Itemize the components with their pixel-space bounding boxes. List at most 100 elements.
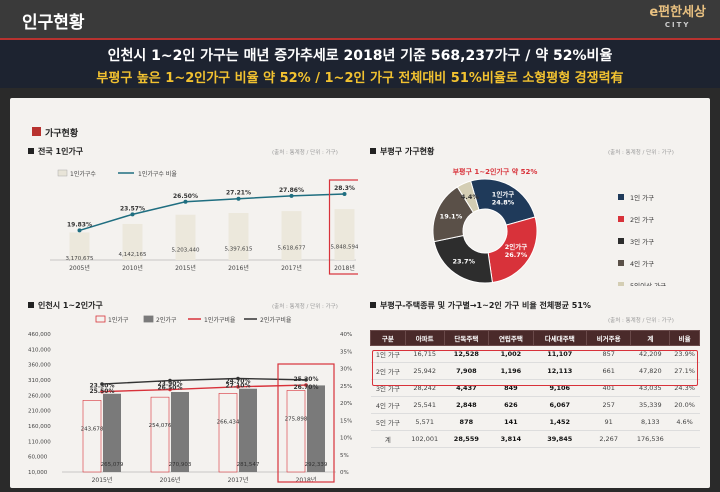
pie-chart-title: 부평구 가구현황 [370,146,434,157]
table-cell: 176,536 [630,430,670,448]
incheon-ratio-line [101,384,307,393]
national-ratio-point [289,193,294,198]
national-bar-label: 5,203,440 [172,247,200,253]
table-cell: 23.9% [669,345,700,363]
table-cell: 1인 가구 [370,345,406,363]
table-cell: 25,541 [405,396,445,414]
national-bar [228,213,249,260]
table-cell: 6,067 [533,396,587,414]
national-bar [175,214,196,260]
table-cell: 2,267 [586,430,631,448]
incheon-ratio-label: 23.30% [90,383,115,390]
national-bar [122,223,143,260]
incheon-ratio-point [236,376,240,381]
incheon-ratio-point [236,384,240,389]
table-cell: 12,528 [444,345,489,363]
incheon-bar-1person [218,393,238,473]
incheon-x-tick: 2017년 [228,476,249,484]
national-chart: 1인가구수 1인가구수 비율 3,170,675 2005년 4,142,165 2010… [50,169,359,275]
national-ratio-label: 23.57% [120,205,145,212]
incheon-y-right-tick: 15% [340,418,352,424]
pie-legend-swatch [618,216,624,222]
pie-legend-label: 4인 가구 [630,259,654,268]
incheon-highlight-box [277,363,335,483]
table-cell: 5인 가구 [370,413,406,431]
table-cell: 42,209 [630,345,670,363]
pie-slice-label: 24.8% [492,199,515,207]
national-bar [281,211,302,260]
section-title: 가구현황 [32,126,78,139]
table-cell: 661 [586,362,631,380]
pie-legend-swatch [618,260,624,266]
national-ratio-label: 19.83% [67,221,92,228]
national-bar-label: 5,848,594 [331,245,359,251]
incheon-y-left-tick: 60,000 [28,455,48,461]
national-ratio-line [79,193,345,232]
table-cell: 401 [586,379,631,397]
national-bar [69,232,90,260]
table-header-cell: 아파트 [404,330,445,346]
pie-legend-swatch [618,282,624,286]
banner-line-2: 부평구 높은 1~2인가구 비율 약 52% / 1~2인 가구 전체대비 51… [96,71,624,86]
national-highlight-box [328,179,358,275]
pie-legend-label: 3인 가구 [630,237,654,246]
incheon-ratio-point [100,382,104,386]
table-cell: 5,571 [405,413,445,431]
incheon-ratio-label: 25.50% [90,388,115,395]
incheon-ratio-label: 27.10% [226,383,251,390]
incheon-y-right-tick: 20% [340,401,352,407]
table-header-cell: 비거주용 [585,330,632,346]
table-title: 부평구-주택종류 및 가구별→1~2인 가구 비율 전체평균 51% [370,300,591,311]
pie-legend-label: 5인이상 가구 [630,281,666,286]
incheon-y-right-tick: 35% [340,349,352,355]
table-cell: 141 [488,413,534,431]
national-bar-label: 3,170,675 [66,256,94,262]
incheon-bar-label: 243,678 [81,426,104,432]
table-cell: 35,339 [630,396,670,414]
incheon-ratio-label: 24.70% [226,378,251,385]
table-cell: 857 [586,345,631,363]
table-cell: 626 [488,396,534,414]
table-cell: 1,452 [533,413,587,431]
incheon-legend-label: 2인가구비율 [260,316,292,324]
incheon-y-left-tick: 260,000 [28,393,51,399]
logo-text: e편한세상 [649,5,706,20]
national-ratio-point [130,212,135,217]
incheon-y-right-tick: 25% [340,384,352,390]
incheon-y-left-tick: 410,000 [28,347,51,353]
table-header-cell: 구분 [370,330,406,346]
national-x-tick: 2005년 [69,264,90,272]
incheon-legend-label: 1인가구 [108,316,129,324]
pie-slice-label: 4.4% [461,193,480,201]
table-cell: 24.3% [669,379,700,397]
national-ratio-point [342,192,347,197]
incheon-title-text: 인천시 1~2인가구 [38,301,103,310]
table-cell: 16,715 [405,345,445,363]
table-header-cell: 비율 [669,330,700,346]
incheon-bar-1person [82,400,102,473]
incheon-ratio-point [168,378,172,383]
incheon-bar-label: 281,547 [237,462,260,468]
legend-label-bar: 1인가구수 [70,170,96,178]
national-x-tick: 2010년 [122,264,143,272]
national-ratio-point [77,228,82,233]
incheon-y-right-tick: 5% [340,453,349,459]
national-x-tick: 2016년 [228,264,249,272]
table-title-text: 부평구-주택종류 및 가구별→1~2인 가구 비율 전체평균 51% [380,301,591,310]
national-title-text: 전국 1인가구 [38,147,84,156]
incheon-ratio-label: 26.70% [294,384,319,391]
incheon-legend-swatch [143,315,154,323]
table-cell: 878 [444,413,489,431]
table-cell: 39,845 [533,430,587,448]
pie-legend-label: 1인 가구 [630,193,654,202]
pie-slice-label: 1인가구 [492,190,514,199]
banner-line-1: 인천시 1~2인 가구는 매년 증가추세로 2018년 기준 568,237가구… [107,48,613,64]
table-row: 3인 가구 28,242 4,437 849 9,106 401 43,035 24.3% [370,379,700,397]
pie-title-text: 부평구 가구현황 [380,147,435,156]
incheon-bar-label: 266,434 [217,419,240,425]
table-cell: 257 [586,396,631,414]
incheon-y-right-tick: 40% [340,332,352,338]
incheon-bar-label: 254,076 [149,423,172,429]
national-ratio-point [236,196,241,201]
